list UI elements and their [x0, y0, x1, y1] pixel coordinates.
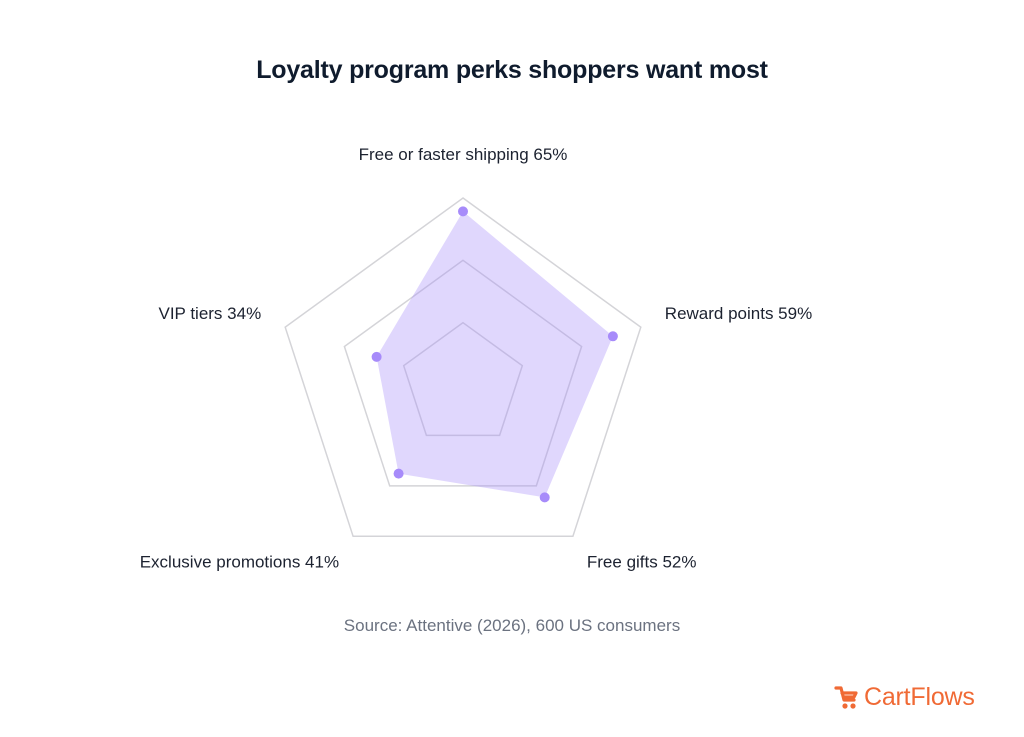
brand-name: CartFlows — [864, 682, 975, 711]
brand-logo: CartFlows — [832, 682, 975, 712]
series-area — [376, 211, 613, 498]
cartflows-cart-icon — [834, 686, 858, 709]
axis-label-reward-points: Reward points 59% — [665, 304, 812, 323]
grid-ring-1 — [402, 321, 524, 437]
radar-grid — [284, 197, 642, 538]
data-point-exclusive-promotions — [393, 468, 404, 479]
radar-axis-labels: Free or faster shipping 65% Reward points… — [140, 145, 812, 571]
source-note: Source: Attentive (2026), 600 US consume… — [343, 616, 681, 635]
data-point-reward-points — [607, 331, 618, 342]
axis-label-free-or-faster-shipping: Free or faster shipping 65% — [359, 145, 568, 164]
axis-label-exclusive-promotions: Exclusive promotions 41% — [140, 552, 339, 571]
data-point-free-or-faster-shipping — [458, 206, 468, 217]
data-point-vip-tiers — [371, 351, 382, 362]
chart-title: Loyalty program perks shoppers want most — [256, 56, 768, 84]
data-point-free-gifts — [539, 492, 550, 503]
grid-ring-2 — [343, 259, 583, 487]
axis-label-free-gifts: Free gifts 52% — [587, 552, 697, 571]
radar-series — [371, 206, 618, 503]
grid-ring-3 — [284, 197, 642, 538]
axis-label-vip-tiers: VIP tiers 34% — [159, 304, 262, 323]
